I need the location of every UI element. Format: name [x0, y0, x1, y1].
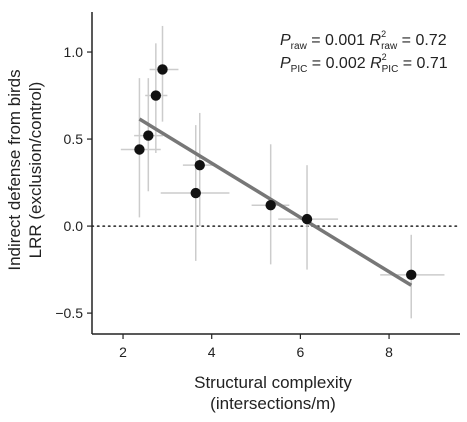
p-pic-value: = 0.002	[307, 55, 370, 72]
data-point-6	[194, 159, 205, 171]
stats-line-1: Praw = 0.001 R2 raw = 0.72	[280, 29, 447, 52]
r2-raw-symbol: R	[370, 32, 382, 49]
y-tick-label-2: 0.5	[64, 131, 84, 147]
r2-pic-superscript: 2	[382, 52, 387, 62]
x-tick-label-8: 8	[385, 344, 393, 360]
axes-group	[91, 12, 460, 335]
r2-raw-subscript: raw	[381, 41, 398, 52]
data-point-7	[265, 200, 276, 211]
data-point-2	[143, 130, 154, 141]
r2-raw-value: = 0.72	[397, 32, 446, 49]
r2-pic-symbol: R	[370, 55, 382, 72]
data-point-5	[190, 187, 201, 199]
fit-line-group	[138, 117, 413, 287]
x-tick-label-4: 4	[208, 344, 216, 360]
p-raw-symbol: P	[280, 32, 291, 49]
p-raw-subscript: raw	[291, 41, 308, 52]
p-pic-symbol: P	[280, 55, 291, 72]
r2-raw-superscript: 2	[381, 29, 386, 39]
data-point-8	[301, 213, 313, 225]
ticks-group: 2 4 6 8 −0.5 0.0 0.5 1.0	[55, 44, 393, 360]
y-tick-label-0: −0.5	[55, 305, 83, 321]
regression-fit-line	[138, 117, 413, 287]
y-axis-title-line-2: LRR (exclusion/control)	[26, 82, 45, 259]
x-axis-title-line-1: Structural complexity	[194, 373, 352, 392]
p-pic-subscript: PIC	[291, 64, 308, 75]
data-point-3	[150, 90, 162, 101]
y-tick-label-3: 1.0	[64, 44, 84, 60]
x-tick-label-6: 6	[296, 344, 304, 360]
x-tick-label-2: 2	[119, 344, 127, 360]
data-point-9	[406, 269, 417, 281]
stats-line-2: PPIC = 0.002 R2 PIC = 0.71	[280, 52, 448, 75]
x-axis-title-line-2: (intersections/m)	[210, 394, 336, 413]
r2-pic-value: = 0.71	[398, 55, 447, 72]
data-points-group	[134, 64, 417, 281]
p-raw-value: = 0.001	[307, 32, 370, 49]
data-point-4	[157, 64, 168, 75]
y-axis-title-line-1: Indirect defense from birds	[5, 69, 24, 270]
y-tick-label-1: 0.0	[64, 218, 84, 234]
data-point-1	[134, 144, 145, 155]
r2-pic-subscript: PIC	[382, 64, 399, 75]
